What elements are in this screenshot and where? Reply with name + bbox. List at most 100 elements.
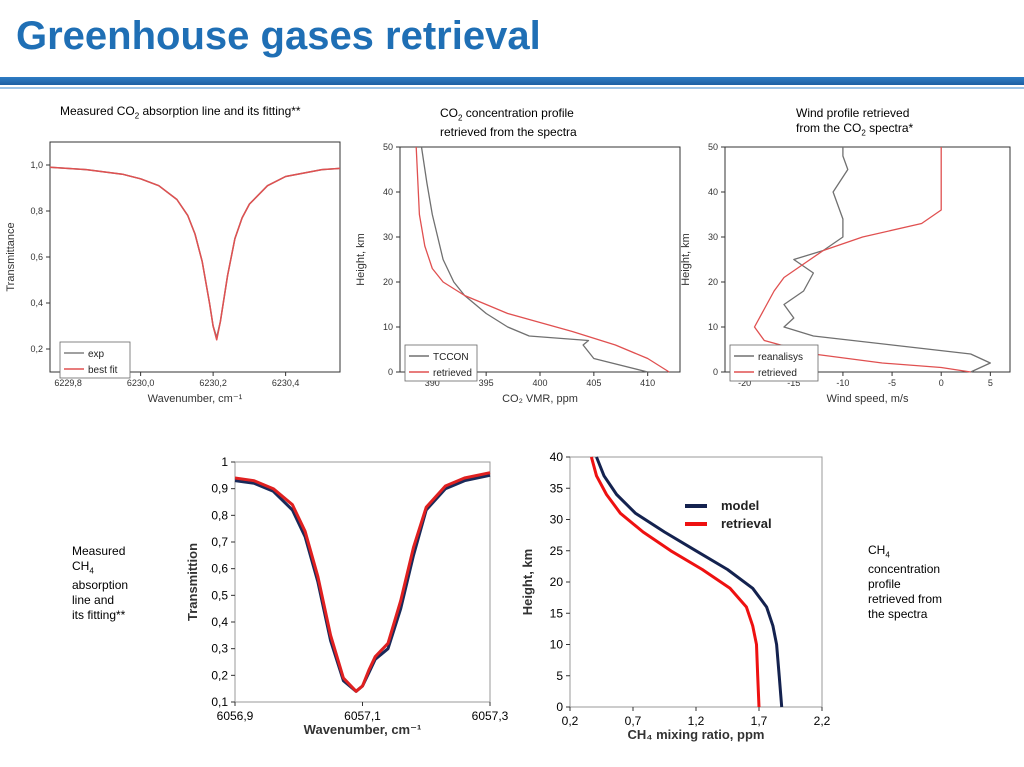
title-underline-thin — [0, 87, 1024, 89]
y-tick-label: 1 — [221, 455, 228, 469]
series-line-TCCON — [420, 146, 648, 373]
legend-label: TCCON — [433, 352, 469, 363]
caption-text: absorption — [72, 578, 129, 593]
y-tick-label: 0,2 — [211, 668, 228, 682]
x-tick-label: 400 — [532, 378, 547, 388]
series-line-retrieved — [753, 147, 971, 373]
caption-text: absorption line and its fitting** — [139, 104, 301, 118]
caption-text: Measured CO — [60, 104, 135, 118]
y-tick-label: 0,6 — [211, 562, 228, 576]
caption-text: Measured — [72, 544, 126, 558]
caption-ch4-line: Measured CH4 absorption line and its fitting… — [72, 544, 128, 623]
series-line-retrieved — [415, 146, 670, 373]
x-tick-label: 0 — [939, 378, 944, 388]
y-tick-label: 40 — [383, 187, 393, 197]
legend-label: retrieved — [433, 368, 472, 379]
caption-text: retrieved from the spectra — [440, 125, 577, 140]
caption-text: the spectra — [868, 607, 928, 622]
caption-text: from the CO — [796, 121, 862, 135]
x-tick-label: 6230,4 — [272, 378, 300, 388]
y-tick-label: 50 — [708, 142, 718, 152]
wind-profile-chart: 0 10 20 30 40 50 -20 -15 -10 -5 0 5 Wind speed, m/s H… — [680, 142, 1011, 405]
y-tick-label: 30 — [550, 513, 564, 527]
legend-label: exp — [88, 349, 105, 360]
x-tick-label: 2,2 — [814, 714, 831, 728]
x-tick-label: 6056,9 — [217, 709, 254, 723]
y-tick-label: 0,3 — [211, 642, 228, 656]
caption-text: CO — [440, 106, 458, 120]
x-tick-label: 390 — [425, 378, 440, 388]
caption-text: its fitting** — [72, 608, 126, 623]
y-tick-label: 25 — [550, 544, 564, 558]
x-axis-label: CH₄ mixing ratio, ppm — [628, 727, 765, 742]
caption-text: Wind profile retrieved — [796, 106, 910, 120]
y-tick-label: 20 — [708, 277, 718, 287]
legend-label: model — [721, 498, 759, 513]
y-tick-label: 30 — [708, 232, 718, 242]
legend-box — [59, 341, 131, 379]
legend-label: retrieved — [758, 368, 797, 379]
caption-text: concentration profile — [462, 106, 574, 120]
x-tick-label: 6057,3 — [472, 709, 509, 723]
x-tick-label: -15 — [787, 378, 800, 388]
caption-text: line and — [72, 593, 115, 608]
y-tick-label: 20 — [383, 277, 393, 287]
y-tick-label: 35 — [550, 481, 564, 495]
caption-co2-profile: CO2 concentration profile retrieved from … — [440, 106, 577, 140]
caption-sub: 2 — [134, 111, 140, 121]
x-tick-label: -20 — [738, 378, 751, 388]
y-axis-label: Height, km — [680, 233, 692, 286]
x-tick-label: 6230,0 — [127, 378, 155, 388]
y-tick-label: 0,6 — [30, 252, 43, 262]
caption-sub: 4 — [89, 566, 94, 576]
y-tick-label: 40 — [708, 187, 718, 197]
caption-sub: 2 — [458, 113, 463, 123]
x-tick-label: 410 — [640, 378, 655, 388]
x-axis-label: Wind speed, m/s — [827, 393, 909, 405]
x-tick-label: 6229,8 — [54, 378, 82, 388]
y-axis-label: Height, km — [355, 233, 367, 286]
caption-text: CH — [72, 559, 90, 573]
y-tick-label: 0 — [556, 700, 563, 714]
x-tick-label: 395 — [479, 378, 494, 388]
caption-text: profile — [868, 577, 901, 592]
x-tick-label: -10 — [836, 378, 849, 388]
x-axis-label: Wavenumber, cm⁻¹ — [148, 393, 243, 405]
x-tick-label: 5 — [988, 378, 993, 388]
caption-wind-profile: Wind profile retrieved from the CO2 spec… — [796, 106, 913, 140]
legend-label: reanalisys — [758, 352, 803, 363]
x-tick-label: 405 — [586, 378, 601, 388]
y-tick-label: 0,2 — [30, 344, 43, 354]
x-tick-label: 6057,1 — [344, 709, 381, 723]
y-tick-label: 0,8 — [211, 508, 228, 522]
plot-frame — [234, 461, 491, 703]
series-line-reanalisys — [783, 147, 991, 373]
plot-frame — [49, 141, 341, 373]
y-tick-label: 0,7 — [211, 535, 228, 549]
ch4-absorption-chart: 0,1 0,2 0,3 0,4 0,5 0,6 0,7 0,8 0,9 1 6056,9 6057,1… — [185, 455, 509, 737]
caption-text: CH — [868, 543, 886, 557]
plot-frame — [569, 456, 823, 708]
y-tick-label: 0,1 — [211, 695, 228, 709]
plot-frame — [724, 146, 1011, 373]
y-tick-label: 0 — [713, 367, 718, 377]
legend-box — [729, 344, 819, 382]
x-tick-label: 0,2 — [562, 714, 579, 728]
y-tick-label: 0,8 — [30, 206, 43, 216]
y-tick-label: 0,4 — [211, 615, 228, 629]
series-line-fit — [234, 471, 491, 693]
series-line-best-fit — [49, 166, 341, 341]
slide-title: Greenhouse gases retrieval — [16, 14, 541, 58]
y-axis-label: Height, km — [520, 549, 535, 615]
y-tick-label: 30 — [383, 232, 393, 242]
y-tick-label: 0,9 — [211, 482, 228, 496]
y-tick-label: 15 — [550, 606, 564, 620]
y-tick-label: 5 — [556, 669, 563, 683]
legend-box — [404, 344, 478, 382]
y-tick-label: 1,0 — [30, 160, 43, 170]
x-tick-label: 0,7 — [625, 714, 642, 728]
x-tick-label: -5 — [888, 378, 896, 388]
x-tick-label: 1,7 — [751, 714, 768, 728]
caption-sub: 2 — [861, 128, 866, 138]
co2-profile-chart: 0 10 20 30 40 50 390 395 400 405 410 CO₂ VMR, ppm He… — [355, 142, 681, 405]
